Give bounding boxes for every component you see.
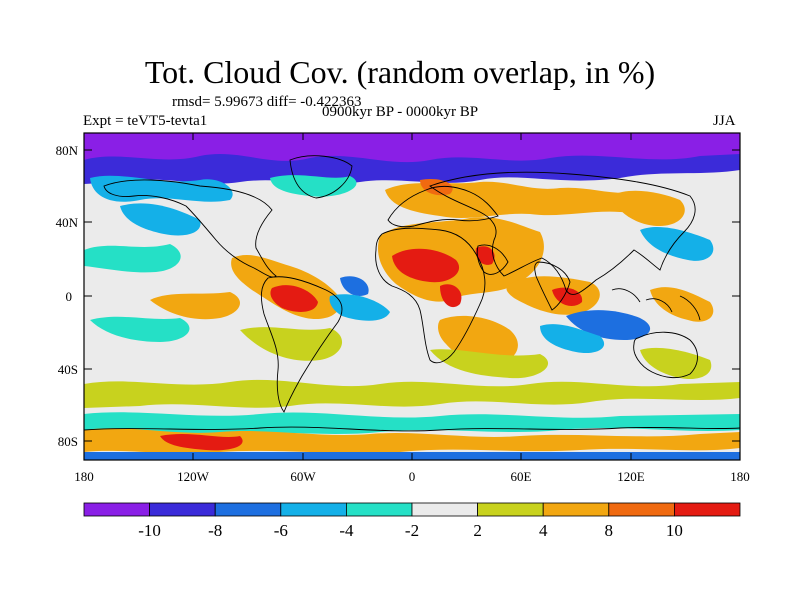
lat-label-40n: 40N	[56, 215, 79, 230]
lon-label-60w: 60W	[290, 469, 316, 484]
southern-ocean-yellow-band	[84, 379, 740, 408]
experiment-label: Expt = teVT5-tevta1	[83, 113, 208, 129]
colorbar-swatch-2	[149, 502, 216, 517]
southern-ocean-cyan-band	[84, 412, 740, 436]
greenland-coast	[289, 155, 353, 199]
lon-label-180w: 180	[74, 469, 94, 484]
lon-label-0: 0	[409, 469, 416, 484]
indian-monsoon-red	[552, 287, 583, 306]
australia-yellow	[640, 347, 712, 380]
colorbar-swatch-1	[83, 502, 150, 517]
east-africa-red	[440, 284, 462, 308]
coastlines	[84, 155, 740, 432]
southeast-asia-islands	[611, 288, 701, 321]
east-pacific-positive	[150, 292, 241, 320]
lat-labels: 80N 40N 0 40S 80S	[56, 143, 79, 449]
colorbar-swatch-7	[477, 502, 544, 517]
colorbar-label-5: -2	[405, 521, 419, 540]
south-pacific-cyan	[90, 316, 190, 342]
colorbar-swatch-5	[345, 502, 413, 517]
lat-label-0: 0	[66, 289, 73, 304]
colorbar-swatch-4	[280, 502, 347, 517]
page-title: Tot. Cloud Cov. (random overlap, in %)	[144, 54, 656, 90]
north-pacific-blue	[120, 203, 201, 236]
arabia-red	[475, 246, 495, 265]
india-coast	[534, 261, 571, 311]
colorbar-swatch-10	[674, 502, 741, 517]
lon-label-120w: 120W	[177, 469, 210, 484]
arctic-cyan-patch	[90, 175, 233, 202]
lon-labels: 180 120W 60W 0 60E 120E 180	[74, 469, 750, 484]
arabia-coast	[476, 244, 509, 275]
lat-ticks	[84, 149, 740, 442]
colorbar-label-7: 4	[539, 521, 548, 540]
colorbar-label-3: -6	[274, 521, 288, 540]
north-america-coast	[103, 179, 277, 278]
lat-label-40s: 40S	[58, 362, 78, 377]
north-pacific-cyan-band	[84, 244, 181, 273]
europe-coast	[387, 185, 499, 228]
north-africa-positive	[377, 217, 544, 302]
indian-ocean-blue	[566, 310, 651, 340]
colorbar-label-6: 2	[473, 521, 482, 540]
antarctic-orange-band	[84, 428, 740, 454]
colorbar: -10 -8 -6 -4 -2 2 4 8 10	[83, 502, 741, 540]
arctic-blue-band	[84, 154, 740, 184]
eurasia-coast	[429, 171, 696, 295]
lon-ticks	[192, 133, 632, 460]
rmsd-diff-stats: rmsd= 5.99673 diff= -0.422363	[172, 94, 362, 110]
time-period-label: 0900kyr BP - 0000kyr BP	[322, 104, 479, 120]
south-america-coast	[260, 276, 343, 413]
lon-label-60e: 60E	[511, 469, 532, 484]
africa-coast	[375, 227, 486, 364]
colorbar-label-4: -4	[339, 521, 354, 540]
indian-ocean-cyan	[540, 324, 605, 354]
lat-label-80n: 80N	[56, 143, 79, 158]
antarctica-coast	[84, 426, 740, 432]
colorbar-swatch-6	[411, 502, 478, 517]
colorbar-label-8: 8	[605, 521, 614, 540]
sahara-red-core	[392, 248, 460, 283]
southern-africa-yellow	[430, 349, 549, 379]
season-label: JJA	[713, 113, 736, 129]
south-atlantic-blue	[340, 276, 369, 297]
tropical-atlantic-cyan	[329, 294, 390, 321]
colorbar-swatch-8	[542, 502, 610, 517]
amazon-red-core	[270, 285, 318, 312]
lat-label-80s: 80S	[58, 434, 78, 449]
west-pacific-cyan	[640, 227, 714, 261]
antarctic-red-core	[160, 434, 243, 451]
asia-positive	[610, 190, 685, 226]
colorbar-swatch-3	[214, 502, 282, 517]
colorbar-label-1: -10	[138, 521, 161, 540]
lon-label-180e: 180	[730, 469, 750, 484]
colorbar-label-9: 10	[666, 521, 683, 540]
colorbar-label-2: -8	[208, 521, 222, 540]
lon-label-120e: 120E	[617, 469, 645, 484]
australia-coast	[633, 331, 698, 379]
colorbar-swatch-9	[608, 502, 675, 517]
